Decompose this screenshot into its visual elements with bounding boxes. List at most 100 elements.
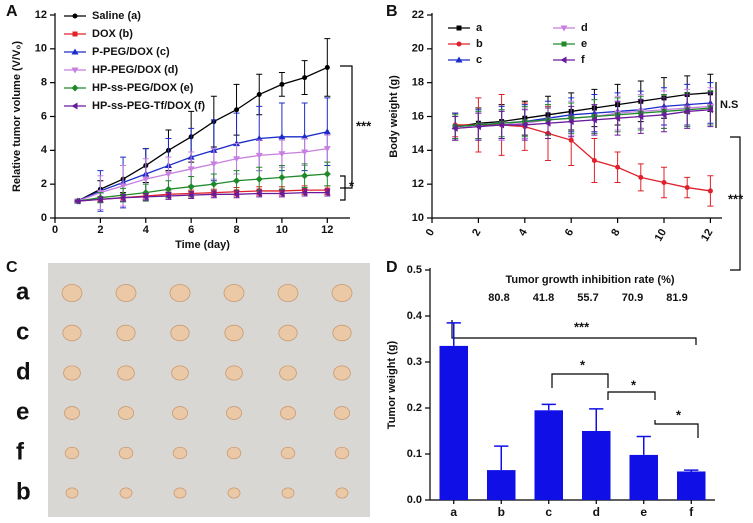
annotation: *** — [356, 118, 372, 133]
data-point — [660, 111, 667, 119]
x-tick-label: 4 — [516, 226, 530, 238]
x-tick-label: 0 — [52, 224, 58, 236]
data-point — [142, 193, 149, 201]
legend-marker — [456, 25, 462, 31]
data-point — [615, 164, 621, 170]
error-bar — [589, 408, 604, 431]
panel-letter: B — [386, 3, 398, 20]
tumor — [223, 284, 245, 302]
x-tick-label: c — [545, 505, 552, 519]
x-tick-label: 10 — [276, 224, 288, 236]
legend-label: HP-PEG/DOX (d) — [92, 64, 179, 76]
data-point — [234, 107, 240, 113]
data-point — [255, 152, 263, 159]
y-tick-label: 0.0 — [407, 494, 422, 506]
tumor — [173, 487, 187, 499]
tumor — [170, 324, 190, 342]
error-bar — [636, 435, 651, 455]
data-point — [301, 189, 308, 197]
panel-letter: D — [386, 259, 398, 276]
tumor — [281, 487, 295, 499]
tumor — [279, 406, 296, 420]
y-axis-label: Body weight (g) — [388, 75, 400, 158]
data-point — [637, 113, 644, 120]
data-point — [498, 121, 505, 129]
y-tick-label: 10 — [412, 212, 424, 224]
error-bar — [494, 445, 509, 471]
error-bar — [684, 469, 699, 472]
series-line — [77, 66, 328, 202]
data-point — [661, 179, 667, 185]
data-point — [474, 123, 481, 131]
x-tick-label: b — [498, 505, 505, 519]
y-tick-label: 0.2 — [407, 402, 422, 414]
data-point — [255, 189, 262, 197]
x-tick-label: 10 — [653, 227, 670, 244]
legend-marker — [71, 67, 79, 74]
legend-label: DOX (b) — [92, 28, 133, 40]
legend-label: Saline (a) — [92, 10, 141, 22]
data-point — [567, 118, 574, 126]
bracket — [730, 136, 741, 271]
bracket — [551, 373, 609, 388]
data-point — [323, 170, 331, 178]
legend-marker — [71, 48, 79, 55]
x-tick-label: 0 — [424, 227, 437, 238]
legend-marker — [456, 41, 462, 47]
inhibition-value: 80.8 — [488, 292, 509, 304]
data-point — [279, 81, 285, 87]
data-point — [684, 185, 690, 191]
error-bar — [446, 322, 461, 346]
data-point — [210, 161, 218, 168]
y-tick-label: 14 — [412, 144, 425, 156]
legend-label: b — [476, 38, 483, 50]
error-bar — [541, 403, 556, 411]
data-point — [96, 195, 103, 203]
tumor — [118, 446, 134, 460]
y-axis-label: Relative tumor volume (V/V₀) — [11, 41, 23, 192]
y-tick-label: 12 — [35, 9, 47, 21]
x-tick-label: 6 — [188, 224, 194, 236]
legend-label: P-PEG/DOX (c) — [92, 46, 170, 58]
legend-label: d — [581, 22, 588, 34]
tumor — [333, 365, 351, 381]
data-point — [544, 119, 551, 127]
x-tick-label: 2 — [470, 227, 483, 238]
tumor — [277, 284, 299, 302]
annotation: * — [580, 357, 586, 372]
bar — [677, 471, 706, 500]
x-tick-label: f — [689, 505, 694, 519]
x-tick-label: 2 — [97, 224, 103, 236]
tumor — [332, 324, 352, 342]
annotation: *** — [574, 319, 590, 334]
photo-row-label: e — [16, 398, 29, 425]
data-point — [324, 64, 330, 70]
panel-letter: A — [6, 3, 18, 20]
y-tick-label: 0.4 — [407, 310, 423, 322]
data-point — [707, 188, 713, 194]
y-tick-label: 18 — [412, 77, 424, 89]
tumor — [225, 365, 243, 381]
data-point — [323, 146, 331, 153]
y-tick-label: 4 — [41, 144, 48, 156]
x-tick-label: 12 — [321, 224, 333, 236]
inhibition-value: 41.8 — [533, 292, 554, 304]
x-tick-label: 4 — [143, 224, 150, 236]
legend-marker — [560, 25, 568, 32]
y-tick-label: 6 — [41, 110, 47, 122]
x-tick-label: a — [450, 505, 457, 519]
data-point — [278, 151, 286, 158]
bracket — [654, 420, 699, 438]
data-point — [119, 194, 126, 202]
x-tick-label: 8 — [609, 227, 622, 238]
legend-label: f — [581, 54, 585, 66]
data-point — [255, 175, 263, 183]
data-point — [451, 124, 458, 132]
annotation: *** — [728, 191, 744, 206]
photo-row-label: f — [16, 438, 25, 465]
tumor — [171, 406, 188, 420]
tumor — [64, 446, 80, 460]
inhibition-value: 55.7 — [577, 292, 598, 304]
